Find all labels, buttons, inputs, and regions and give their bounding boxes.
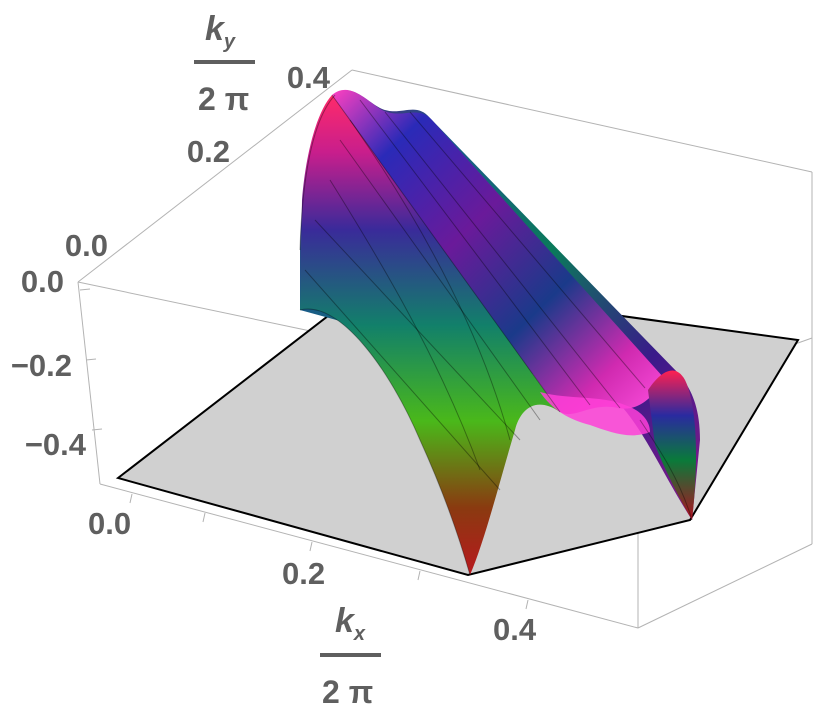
y-axis-label: ky 2 π: [194, 10, 255, 117]
surface-top: [332, 89, 664, 415]
x-tick-label: 0.0: [88, 506, 131, 541]
y-axis-label-sub: y: [223, 31, 236, 53]
y-tick-label: 0.2: [187, 134, 230, 169]
svg-text:ky: ky: [205, 10, 236, 53]
z-axis: 0.0 −0.2 −0.4: [11, 264, 103, 462]
x-tick-label: 0.2: [282, 556, 325, 591]
x-axis-label-sub: x: [353, 623, 366, 645]
svg-text:kx: kx: [335, 602, 366, 645]
x-axis-label: kx 2 π: [320, 602, 381, 710]
surface-front-face: [300, 95, 560, 575]
surface-trough: [540, 392, 650, 436]
y-tick-label: 0.0: [65, 228, 108, 263]
surface-mesh: [299, 94, 693, 576]
z-tick-label: −0.4: [25, 427, 87, 462]
y-axis-label-main: k: [205, 10, 226, 48]
y-axis-label-denominator: 2 π: [198, 81, 249, 117]
surface-right-end: [648, 370, 696, 520]
y-tick-label: 0.4: [287, 60, 331, 95]
y-axis: 0.0 0.2 0.4 ky 2 π: [65, 10, 331, 263]
x-axis-label-main: k: [335, 602, 356, 640]
z-tick-label: 0.0: [21, 264, 64, 299]
surface: [299, 89, 700, 576]
x-tick-label: 0.4: [493, 612, 537, 647]
x-axis-label-denominator: 2 π: [322, 674, 373, 710]
z-tick-label: −0.2: [11, 348, 72, 383]
x-axis: 0.0 0.2 0.4 kx 2 π: [88, 493, 537, 710]
